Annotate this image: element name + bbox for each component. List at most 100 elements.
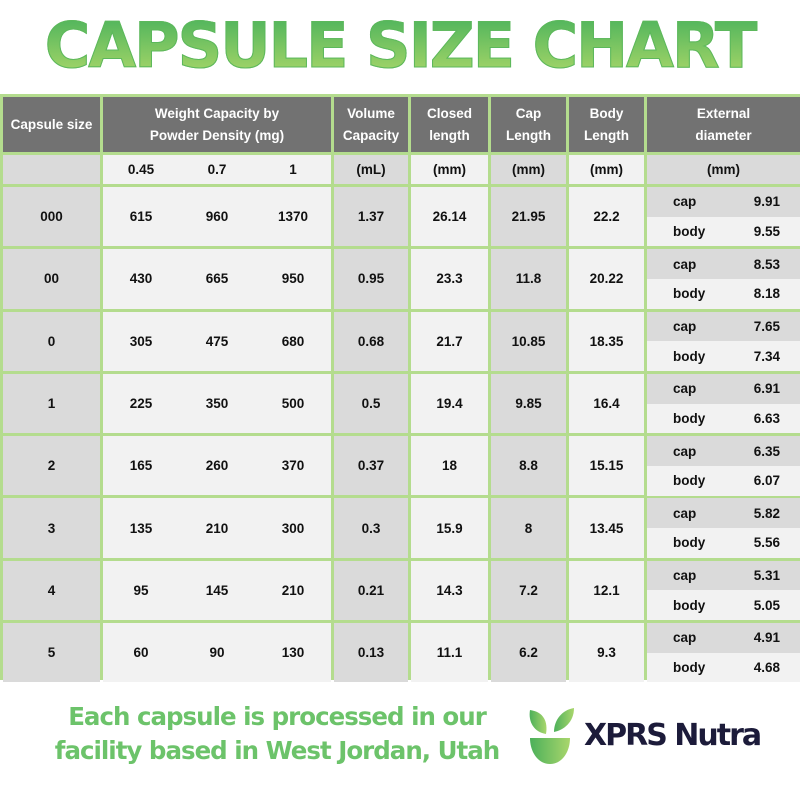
body-value: 8.18 xyxy=(753,286,780,302)
weight-value: 475 xyxy=(205,333,229,349)
unit-closed: (mm) xyxy=(411,155,488,184)
body-label: body xyxy=(673,473,706,489)
cap-label: cap xyxy=(673,630,697,646)
cap-label: cap xyxy=(673,318,697,334)
unit-volume: (mL) xyxy=(334,155,408,184)
row-weight-capacity: 60 90 130 xyxy=(103,623,331,683)
row-weight-capacity: 95 145 210 xyxy=(103,560,331,621)
density-1: 1 xyxy=(289,162,297,177)
row-cap-length: 10.85 xyxy=(491,311,566,371)
density-07: 0.7 xyxy=(207,162,227,177)
diameter-cap: cap 4.91 xyxy=(647,623,800,653)
row-weight-capacity: 305 475 680 xyxy=(103,311,331,371)
weight-value: 615 xyxy=(129,209,153,225)
row-volume: 0.95 xyxy=(334,249,408,309)
weight-value: 225 xyxy=(129,396,153,412)
brand-name: XPRS Nutra xyxy=(584,718,762,753)
body-label: body xyxy=(673,223,706,239)
cap-label: cap xyxy=(673,194,697,210)
cap-value: 6.91 xyxy=(753,381,780,397)
weight-value: 1370 xyxy=(277,209,309,225)
row-external-diameter: cap 4.91 body 4.68 xyxy=(647,623,800,683)
unit-cap: (mm) xyxy=(491,155,566,184)
diameter-body: body 6.63 xyxy=(647,403,800,434)
cap-value: 5.31 xyxy=(753,568,780,584)
weight-value: 210 xyxy=(281,582,305,598)
weight-value: 305 xyxy=(129,333,153,349)
row-capsule-size: 2 xyxy=(3,436,100,496)
body-value: 5.05 xyxy=(753,597,780,613)
footer-line-1: Each capsule is processed in our xyxy=(68,702,487,731)
row-volume: 0.13 xyxy=(334,623,408,683)
row-body-length: 9.3 xyxy=(569,623,644,683)
weight-value: 430 xyxy=(129,271,153,287)
diameter-body: body 9.55 xyxy=(647,216,800,247)
diameter-body: body 7.34 xyxy=(647,341,800,371)
body-label: body xyxy=(673,597,706,613)
row-capsule-size: 1 xyxy=(3,373,100,434)
row-capsule-size: 3 xyxy=(3,498,100,558)
row-capsule-size: 00 xyxy=(3,249,100,309)
row-volume: 0.5 xyxy=(334,373,408,434)
cap-value: 5.82 xyxy=(753,505,780,521)
weight-value: 680 xyxy=(281,333,305,349)
weight-value: 60 xyxy=(133,645,149,661)
diameter-cap: cap 6.91 xyxy=(647,373,800,404)
row-cap-length: 11.8 xyxy=(491,249,566,309)
row-capsule-size: 0 xyxy=(3,311,100,371)
row-closed-length: 14.3 xyxy=(411,560,488,621)
page-title: CAPSULE SIZE CHART xyxy=(0,6,800,86)
row-volume: 0.21 xyxy=(334,560,408,621)
row-closed-length: 23.3 xyxy=(411,249,488,309)
row-volume: 0.37 xyxy=(334,436,408,496)
body-label: body xyxy=(673,535,706,551)
diameter-cap: cap 8.53 xyxy=(647,249,800,279)
body-value: 9.55 xyxy=(753,223,780,239)
cap-label: cap xyxy=(673,443,697,459)
row-external-diameter: cap 7.65 body 7.34 xyxy=(647,311,800,371)
header-weight-capacity: Weight Capacity by Powder Density (mg) xyxy=(103,97,331,152)
weight-value: 95 xyxy=(133,582,149,598)
cap-value: 4.91 xyxy=(753,630,780,646)
weight-value: 950 xyxy=(281,271,305,287)
body-label: body xyxy=(673,348,706,364)
row-external-diameter: cap 6.35 body 6.07 xyxy=(647,436,800,496)
cap-label: cap xyxy=(673,505,697,521)
row-closed-length: 26.14 xyxy=(411,187,488,247)
diameter-body: body 4.68 xyxy=(647,652,800,683)
header-cap-length: Cap Length xyxy=(491,97,566,152)
diameter-cap: cap 9.91 xyxy=(647,187,800,217)
weight-value: 135 xyxy=(129,520,153,536)
row-volume: 0.3 xyxy=(334,498,408,558)
capsule-size-table: Capsule size Weight Capacity by Powder D… xyxy=(0,94,800,683)
weight-value: 665 xyxy=(205,271,229,287)
body-label: body xyxy=(673,286,706,302)
weight-value: 130 xyxy=(281,645,305,661)
cap-label: cap xyxy=(673,381,697,397)
row-body-length: 16.4 xyxy=(569,373,644,434)
diameter-body: body 5.56 xyxy=(647,528,800,558)
weight-value: 500 xyxy=(281,396,305,412)
row-closed-length: 11.1 xyxy=(411,623,488,683)
cap-label: cap xyxy=(673,568,697,584)
row-external-diameter: cap 5.82 body 5.56 xyxy=(647,498,800,558)
row-closed-length: 19.4 xyxy=(411,373,488,434)
row-closed-length: 15.9 xyxy=(411,498,488,558)
row-volume: 1.37 xyxy=(334,187,408,247)
row-cap-length: 21.95 xyxy=(491,187,566,247)
density-045: 0.45 xyxy=(127,162,155,177)
cap-value: 8.53 xyxy=(753,256,780,272)
cap-value: 7.65 xyxy=(753,318,780,334)
row-capsule-size: 5 xyxy=(3,623,100,683)
diameter-cap: cap 7.65 xyxy=(647,311,800,342)
unit-diameter: (mm) xyxy=(647,155,800,184)
diameter-body: body 8.18 xyxy=(647,278,800,309)
footer-line-2: facility based in West Jordan, Utah xyxy=(54,736,500,765)
footer-text: Each capsule is processed in our facilit… xyxy=(22,700,532,768)
xprs-leaf-bowl-logo-icon xyxy=(529,708,574,764)
unit-size xyxy=(3,155,100,184)
row-body-length: 18.35 xyxy=(569,311,644,371)
weight-value: 300 xyxy=(281,520,305,536)
row-weight-capacity: 225 350 500 xyxy=(103,373,331,434)
diameter-cap: cap 6.35 xyxy=(647,436,800,466)
